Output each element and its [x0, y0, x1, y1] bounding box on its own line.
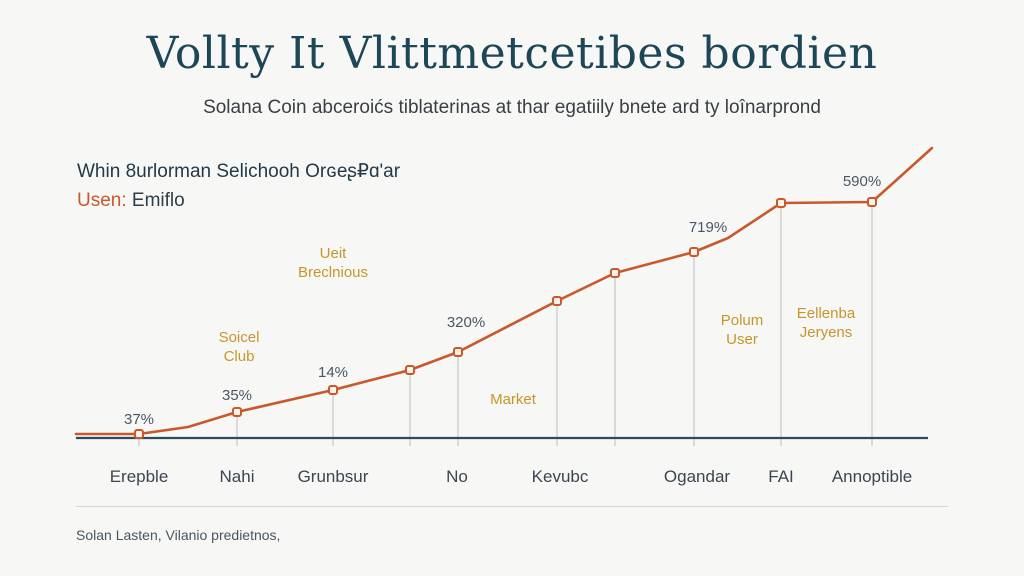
data-point-marker — [405, 365, 415, 375]
data-point-marker — [134, 429, 144, 439]
data-point-marker — [328, 385, 338, 395]
x-axis-tick-label: Ogandar — [663, 467, 731, 486]
annotation-label: Ueit — [320, 245, 348, 262]
value-label: 37% — [124, 411, 154, 428]
x-axis-tick-label: FAI — [768, 467, 794, 486]
x-axis-tick-label: Kevubc — [531, 467, 589, 486]
x-axis-tick-label: Nahi — [219, 467, 255, 486]
data-point-marker — [552, 296, 562, 306]
x-axis-tick-label: Erepble — [109, 467, 169, 486]
chart-title: Vollty It Vlittmetcetibes bordien — [146, 28, 878, 79]
footer-note: Solan Lasten, Vilanio predietnos, — [76, 527, 281, 543]
data-point-marker — [776, 198, 786, 208]
data-markers — [134, 197, 877, 439]
value-label: 320% — [447, 314, 485, 331]
annotation-label: Eellenba — [797, 305, 856, 322]
value-label: 719% — [689, 219, 727, 236]
footer-divider — [76, 506, 948, 507]
value-labels: 37% 35% 14% 320% 719% 590% — [124, 173, 881, 428]
annotation-label: Club — [224, 348, 255, 365]
legend-entry: Usen: Emiflo — [77, 190, 185, 212]
drop-lines — [138, 202, 873, 446]
value-label: 35% — [222, 387, 252, 404]
data-point-marker — [689, 247, 699, 257]
series-line — [74, 146, 934, 436]
value-label: 590% — [843, 173, 881, 190]
legend-key: Usen: — [77, 190, 127, 211]
data-point-marker — [453, 347, 463, 357]
data-point-marker — [610, 268, 620, 278]
value-label: 14% — [318, 364, 348, 381]
annotations: Soicel Club Ueit Breclnious Market Polum User E… — [219, 245, 856, 408]
legend-value: Emiflo — [126, 190, 185, 211]
legend-heading: Whin 8urlorman Selichooh Orɢeʂ₽ɑ'ar — [77, 161, 401, 182]
annotation-label: Soicel — [219, 329, 260, 346]
x-axis-tick-label: Grunbsur — [297, 467, 369, 486]
x-axis-tick-label: No — [446, 467, 468, 486]
chart-subtitle: Solana Coin abceroićs tiblaterinas at th… — [203, 97, 821, 118]
annotation-label: Breclnious — [298, 264, 368, 281]
annotation-label: Jeryens — [800, 324, 853, 341]
data-point-marker — [232, 407, 242, 417]
annotation-label: User — [726, 331, 758, 348]
annotation-label: Market — [490, 391, 537, 408]
x-axis-tick-label: Annoptible — [831, 467, 913, 486]
annotation-label: Polum — [721, 312, 764, 329]
data-point-marker — [867, 197, 877, 207]
